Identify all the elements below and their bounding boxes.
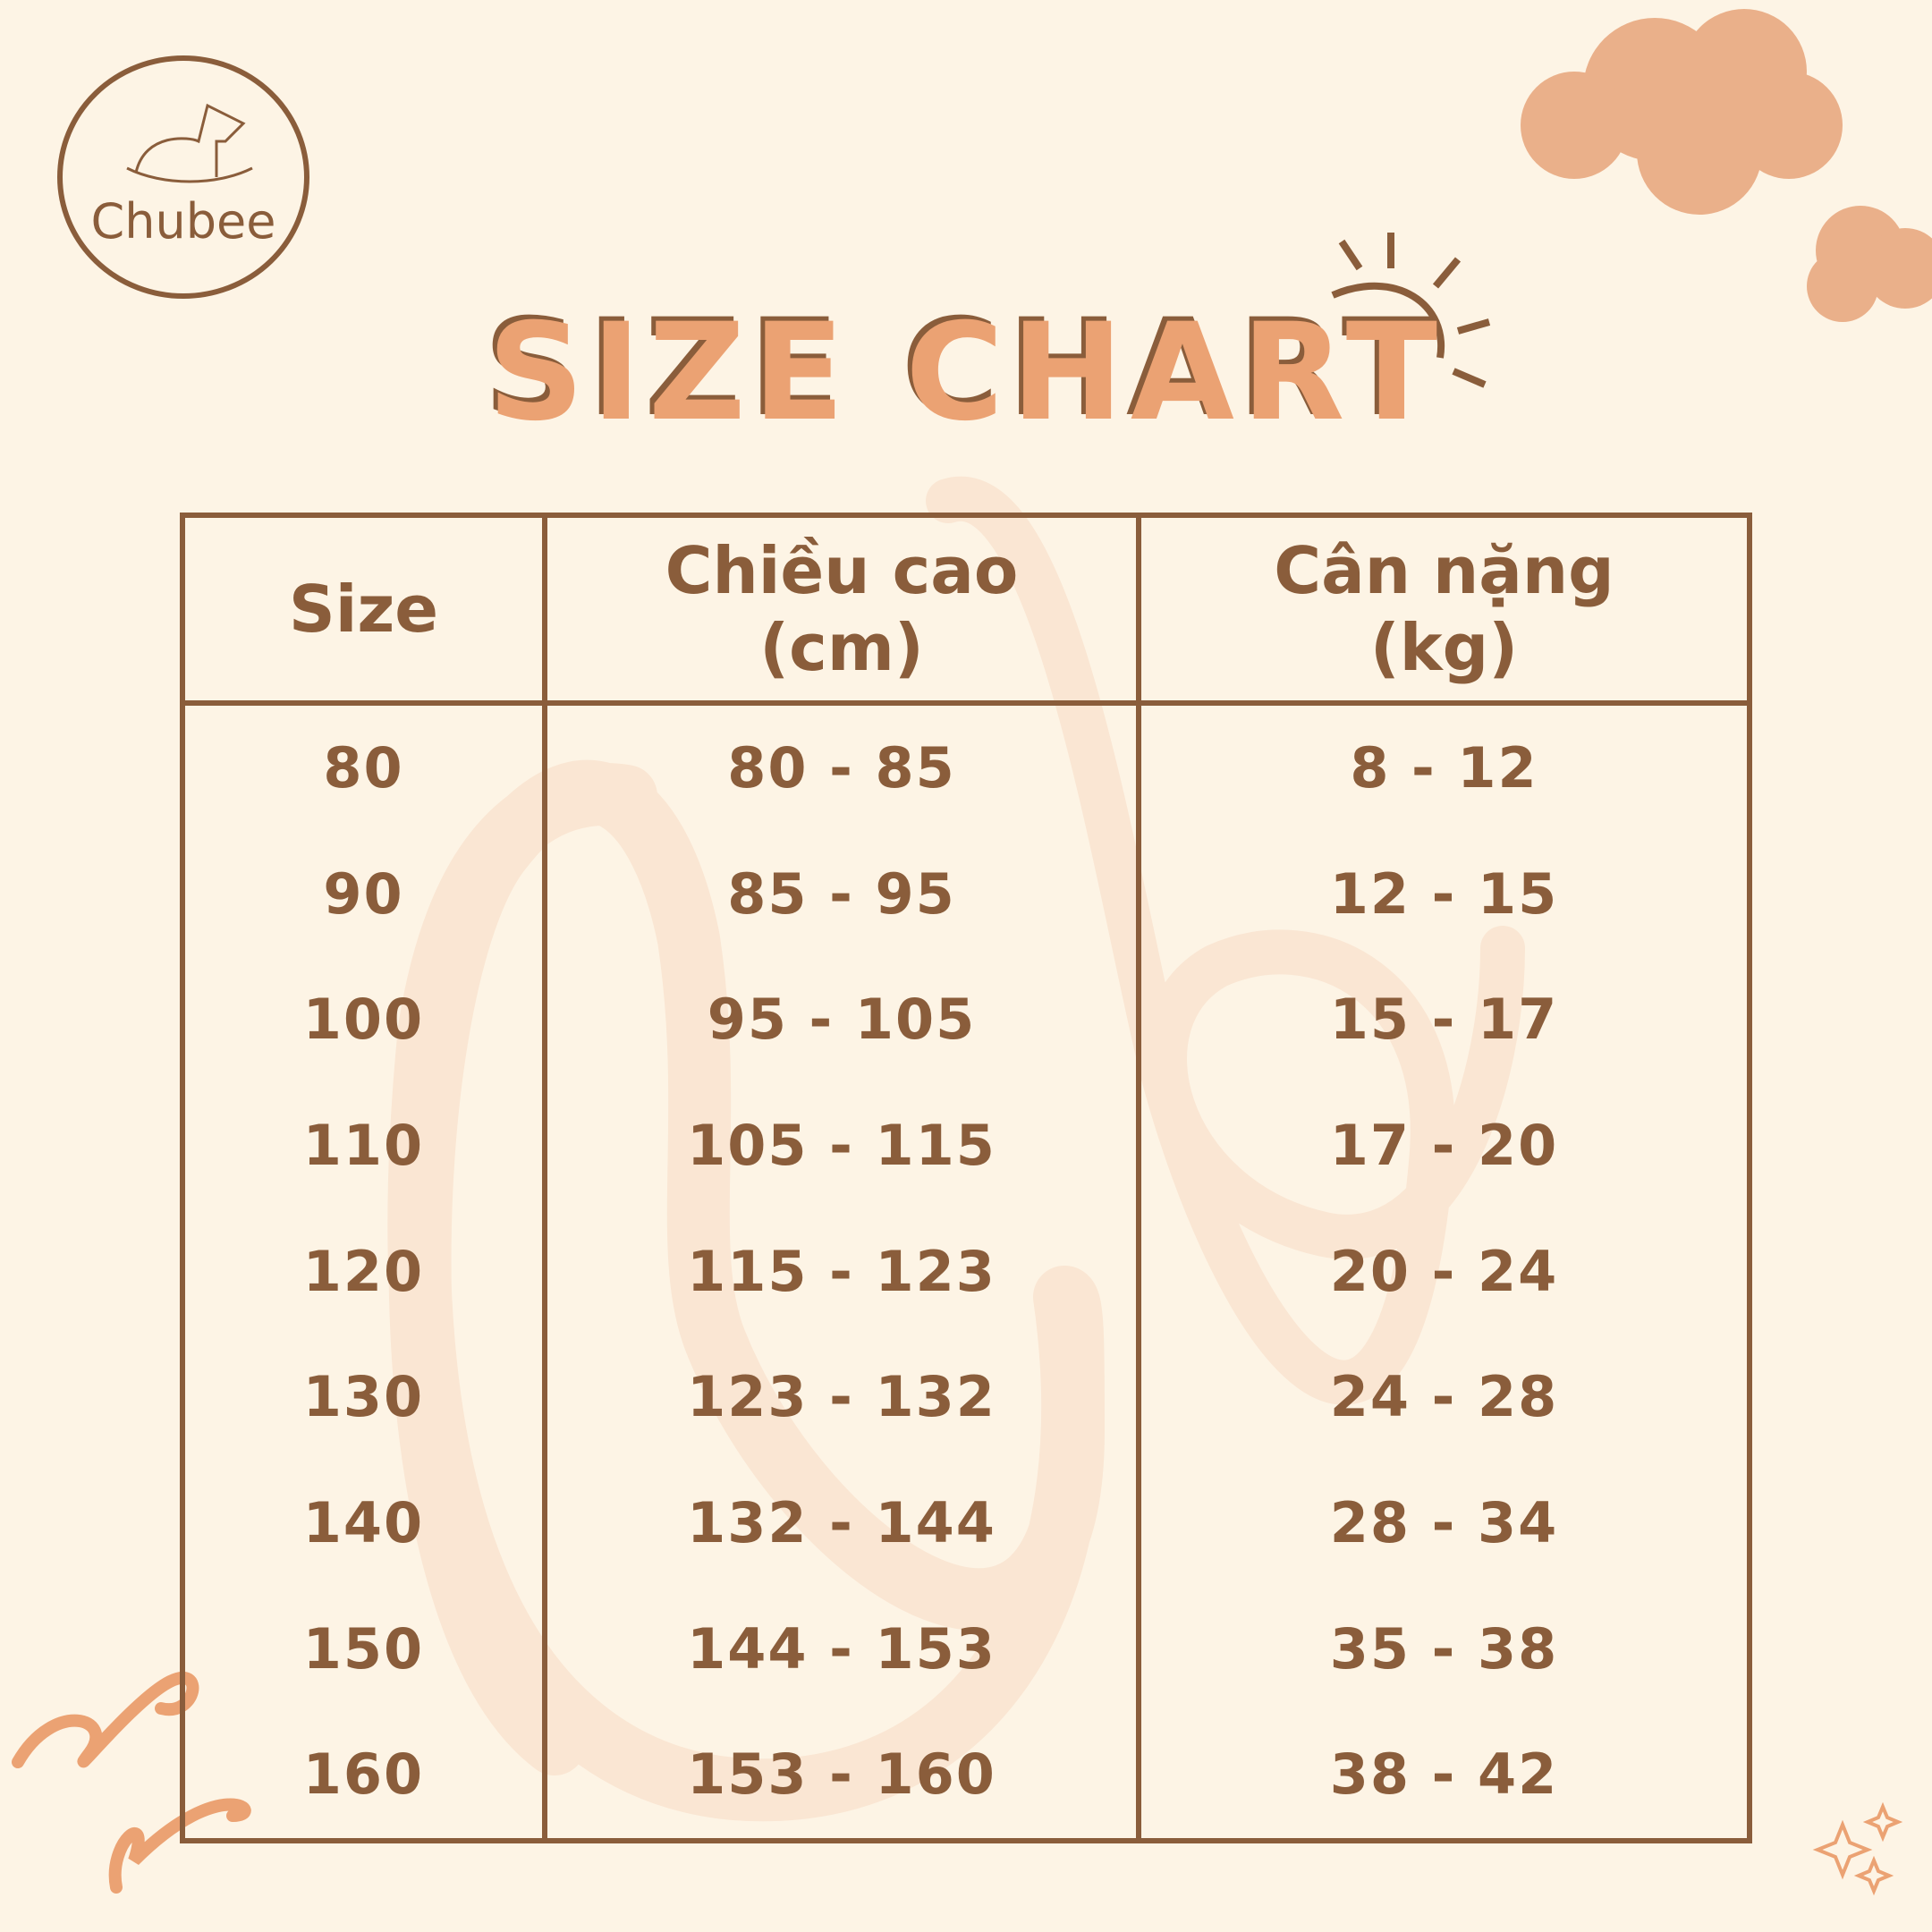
cell-height: 115 - 123 bbox=[547, 1208, 1141, 1335]
brand-name: Chubee bbox=[90, 193, 276, 250]
cell-height: 123 - 132 bbox=[547, 1335, 1141, 1461]
cell-weight: 8 - 12 bbox=[1350, 735, 1538, 801]
cell-weight: 28 - 34 bbox=[1329, 1490, 1559, 1556]
cell-size: 150 bbox=[185, 1586, 547, 1713]
cell-weight: 12 - 15 bbox=[1329, 860, 1559, 927]
cell-height: 153 - 160 bbox=[547, 1712, 1141, 1838]
size-table: Size Chiều cao (cm) Cân nặng (kg) 80 80 -… bbox=[180, 513, 1752, 1843]
cell-height: 85 - 95 bbox=[547, 831, 1141, 958]
rocking-horse-icon bbox=[126, 103, 253, 183]
cell-weight: 24 - 28 bbox=[1329, 1364, 1559, 1430]
cell-size: 120 bbox=[185, 1208, 547, 1335]
cell-weight: 38 - 42 bbox=[1329, 1741, 1559, 1808]
cell-height: 144 - 153 bbox=[547, 1586, 1141, 1713]
cell-height: 105 - 115 bbox=[547, 1083, 1141, 1209]
cell-weight: 17 - 20 bbox=[1329, 1113, 1559, 1179]
cell-size: 100 bbox=[185, 957, 547, 1083]
watermark-letter bbox=[387, 759, 1106, 1822]
header-size: Size bbox=[185, 518, 547, 706]
cloud-small-icon bbox=[1807, 206, 1932, 322]
cloud-icon bbox=[1521, 9, 1843, 215]
logo-ring bbox=[57, 55, 309, 299]
cell-weight: 20 - 24 bbox=[1329, 1238, 1559, 1304]
cell-height: 132 - 144 bbox=[547, 1461, 1141, 1587]
cell-weight: 35 - 38 bbox=[1329, 1615, 1559, 1682]
brand-logo: Chubee bbox=[55, 52, 311, 302]
cell-size: 140 bbox=[185, 1461, 547, 1587]
header-height: Chiều cao (cm) bbox=[547, 518, 1141, 706]
page-title: SIZE CHART bbox=[487, 295, 1445, 451]
cell-height: 80 - 85 bbox=[547, 706, 1141, 832]
streamer-icon bbox=[12, 1671, 251, 1894]
header-weight: Cân nặng (kg) bbox=[1141, 518, 1747, 706]
cell-height: 95 - 105 bbox=[547, 957, 1141, 1083]
cell-size: 160 bbox=[185, 1712, 547, 1838]
sparkle-icon bbox=[1812, 1801, 1903, 1896]
cell-size: 80 bbox=[185, 706, 547, 832]
cell-weight: 15 - 17 bbox=[1329, 987, 1559, 1053]
sun-icon bbox=[1331, 233, 1491, 388]
cell-size: 130 bbox=[185, 1335, 547, 1461]
cell-size: 110 bbox=[185, 1083, 547, 1209]
watermark-swirl bbox=[926, 476, 1525, 1405]
cell-size: 90 bbox=[185, 831, 547, 958]
